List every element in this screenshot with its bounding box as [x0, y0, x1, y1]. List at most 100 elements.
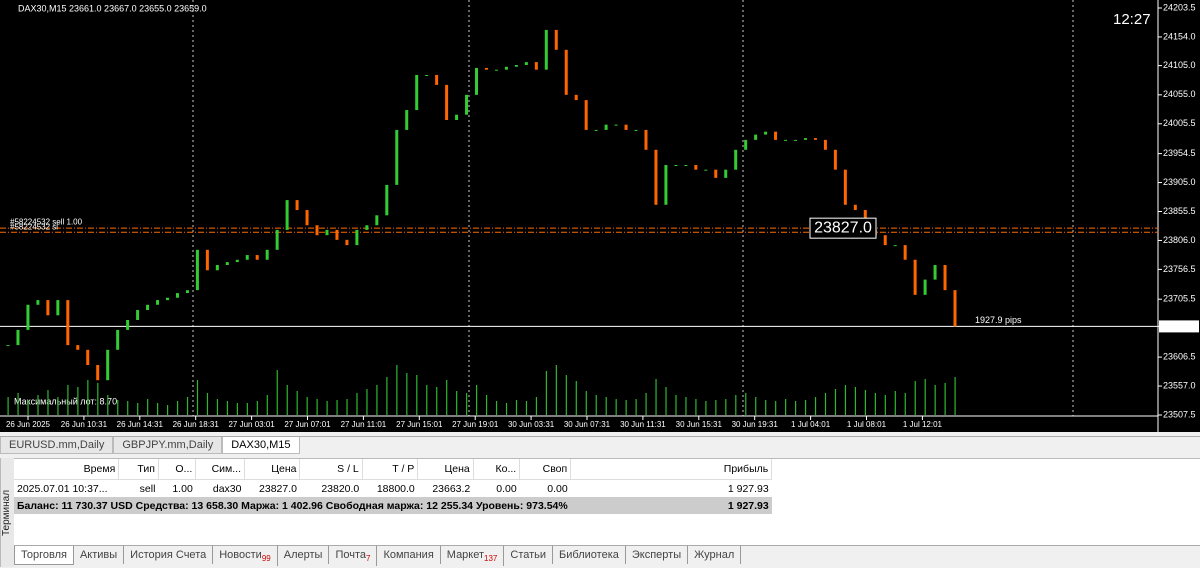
volume-bar [505, 403, 508, 415]
candle [784, 139, 788, 141]
x-tick-label: 27 Jun 03:01 [228, 420, 275, 429]
terminal-tab[interactable]: Почта7 [329, 546, 378, 567]
candle [165, 297, 169, 301]
volume-bar [755, 397, 757, 415]
candle [524, 62, 528, 66]
volume-bar [615, 399, 617, 415]
tab-label: Эксперты [631, 549, 682, 561]
x-tick-label: 30 Jun 07:31 [564, 420, 611, 429]
volume-bar [346, 399, 348, 415]
terminal-tab[interactable]: Активы [74, 546, 125, 564]
volume-bar [824, 393, 827, 415]
volume-bar [725, 399, 727, 415]
chart-tabs: EURUSD.mm,Daily GBPJPY.mm,Daily DAX30,M15 [0, 436, 1200, 456]
candle [544, 29, 548, 70]
candle [305, 210, 309, 226]
terminal-tab[interactable]: Торговля [14, 546, 74, 565]
column-header: Цена [244, 459, 301, 480]
chart-tab[interactable]: DAX30,M15 [222, 437, 300, 454]
volume-bar [525, 401, 528, 415]
order-price-box [809, 217, 877, 239]
chart-tab[interactable]: GBPJPY.mm,Daily [113, 437, 223, 454]
volume-bar [944, 383, 946, 415]
terminal-tab[interactable]: Новости99 [213, 546, 278, 567]
column-header: Прибыль [570, 459, 773, 480]
trade-row[interactable]: 2025.07.01 10:37... sell 1.00 dax30 23827.0 2… [14, 480, 772, 498]
volume-bar [665, 387, 667, 415]
volume-bar [495, 401, 498, 415]
volume-bar [396, 365, 398, 415]
volume-bar [675, 395, 677, 415]
cell: 1 927.93 [727, 482, 769, 495]
candle [225, 262, 229, 266]
candle [265, 249, 269, 260]
volume-bar [655, 379, 657, 415]
candle [365, 225, 369, 230]
y-tick-label: 23954.5 [1163, 148, 1196, 158]
volume-bar [605, 397, 607, 415]
volume-bar [515, 400, 518, 415]
terminal-tab[interactable]: История Счета [124, 546, 214, 564]
tab-label: История Счета [130, 549, 207, 561]
pips-label: 1927.9 pips [975, 315, 1022, 325]
candle [295, 200, 299, 211]
tab-label: Библиотека [559, 549, 619, 561]
candle [36, 300, 40, 305]
volume-bar [834, 389, 837, 415]
volume-bar [37, 395, 39, 415]
candle [833, 149, 837, 170]
volume-bar [545, 371, 547, 415]
candle [345, 239, 349, 246]
candle [116, 329, 120, 350]
volume-bar [107, 395, 109, 415]
volume-bar [914, 381, 916, 415]
candle [913, 259, 917, 295]
candle [146, 304, 150, 311]
balance-row: Баланс: 11 730.37 USD Средства: 13 658.3… [14, 497, 772, 514]
candle [794, 139, 798, 141]
chart-tab[interactable]: EURUSD.mm,Daily [0, 437, 114, 454]
volume-bar [386, 377, 388, 415]
terminal-tab[interactable]: Компания [377, 546, 441, 564]
candle [385, 184, 389, 216]
candle [943, 265, 947, 291]
volume-bar [765, 400, 767, 415]
terminal-tab[interactable]: Журнал [688, 546, 742, 564]
terminal-tab[interactable]: Маркет137 [441, 546, 505, 567]
volume-bar [17, 393, 19, 415]
cell: sell [139, 482, 156, 495]
volume-bar [376, 385, 378, 415]
candle [475, 67, 479, 95]
volume-bar [296, 391, 298, 415]
volume-bar [844, 385, 847, 415]
candle [26, 304, 30, 330]
candle [604, 124, 608, 130]
terminal-tab[interactable]: Алерты [278, 546, 330, 564]
candle [185, 290, 189, 294]
y-tick-label: 23659.0 [1163, 321, 1196, 331]
candle [126, 319, 130, 330]
volume-bar [196, 380, 199, 415]
x-tick-label: 1 Jul 04:01 [791, 420, 831, 429]
candle [66, 300, 70, 346]
terminal-tab[interactable]: Библиотека [553, 546, 626, 564]
volume-bar [854, 387, 857, 415]
cell: 0.00 [547, 482, 568, 495]
candle [76, 345, 80, 350]
cell: 2025.07.01 10:37... [17, 482, 108, 495]
order-label: #58224532 sell 1.00 [10, 217, 83, 226]
tab-badge: 137 [484, 554, 498, 564]
candle [853, 204, 857, 211]
tab-label: Активы [79, 549, 118, 561]
volume-bar [864, 390, 866, 415]
terminal-tab[interactable]: Статьи [504, 546, 554, 564]
volume-bar [625, 400, 627, 415]
column-header: Тип [118, 459, 159, 480]
column-header: S / L [299, 459, 363, 480]
terminal-tab[interactable]: Эксперты [626, 546, 689, 564]
candle [654, 149, 658, 205]
candle [315, 225, 319, 236]
volume-bar [226, 401, 229, 415]
